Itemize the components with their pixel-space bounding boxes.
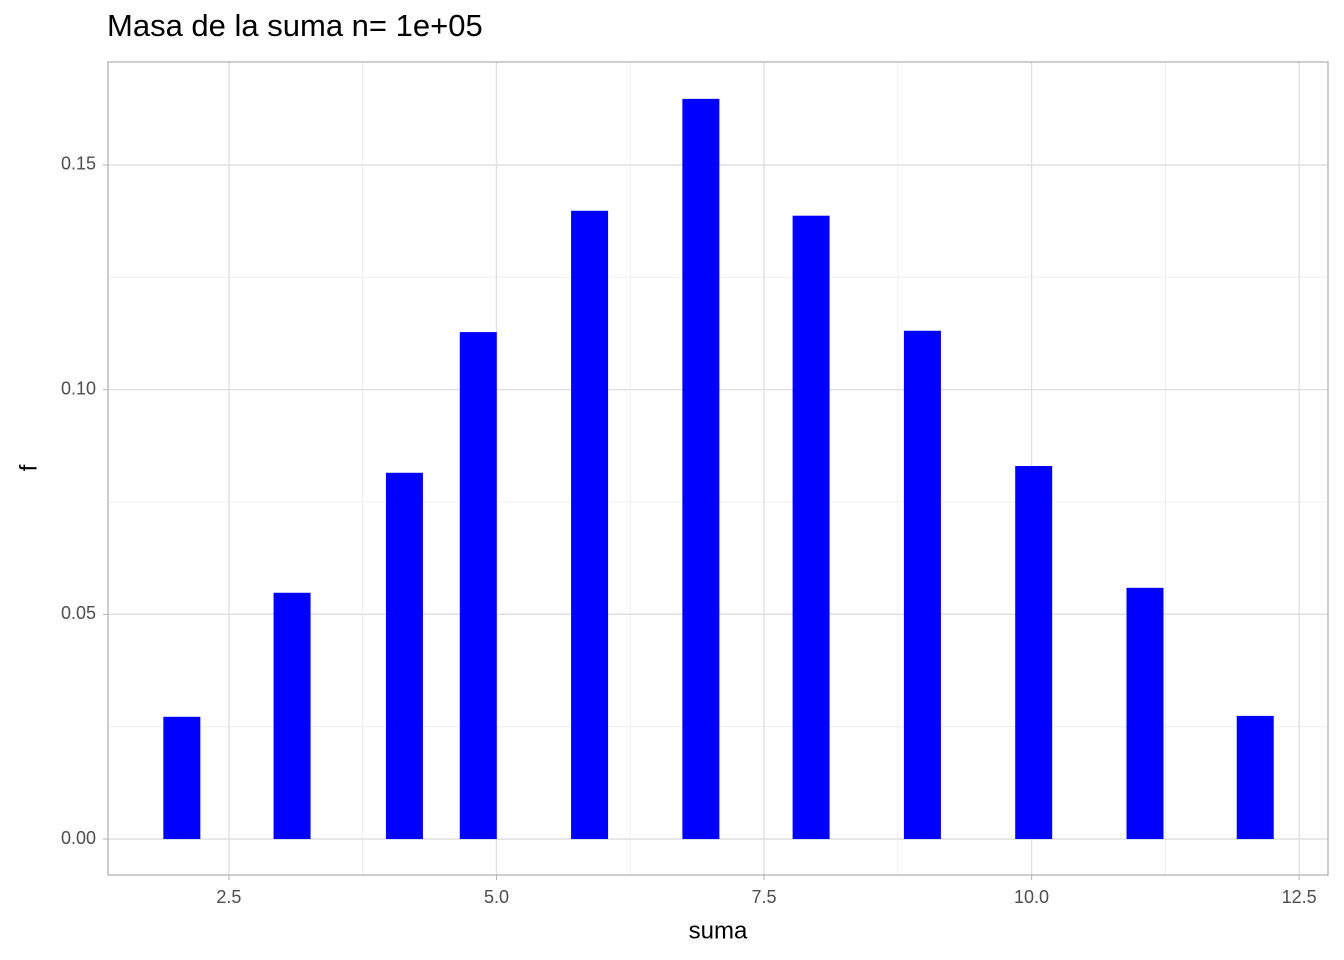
x-axis-title: suma bbox=[689, 917, 748, 944]
bar bbox=[792, 215, 830, 840]
bar bbox=[1236, 715, 1274, 840]
x-tick-label: 12.5 bbox=[1282, 887, 1317, 907]
bar bbox=[273, 592, 311, 840]
bar bbox=[163, 716, 201, 840]
y-tick-label: 0.10 bbox=[61, 378, 96, 398]
x-tick-label: 10.0 bbox=[1014, 887, 1049, 907]
bar bbox=[903, 330, 941, 840]
y-tick-label: 0.15 bbox=[61, 154, 96, 174]
bar bbox=[459, 332, 497, 840]
x-tick-label: 7.5 bbox=[752, 887, 777, 907]
y-tick-label: 0.05 bbox=[61, 603, 96, 623]
x-tick-label: 2.5 bbox=[216, 887, 241, 907]
bar bbox=[1015, 466, 1053, 840]
panel-border bbox=[107, 61, 1329, 876]
x-tick-label: 5.0 bbox=[484, 887, 509, 907]
bar bbox=[571, 210, 609, 840]
bar bbox=[1126, 587, 1164, 840]
chart-title: Masa de la suma n= 1e+05 bbox=[107, 8, 483, 43]
y-tick-label: 0.00 bbox=[61, 828, 96, 848]
bar bbox=[682, 98, 720, 840]
bar bbox=[385, 472, 423, 840]
y-axis-title: f bbox=[15, 464, 42, 471]
